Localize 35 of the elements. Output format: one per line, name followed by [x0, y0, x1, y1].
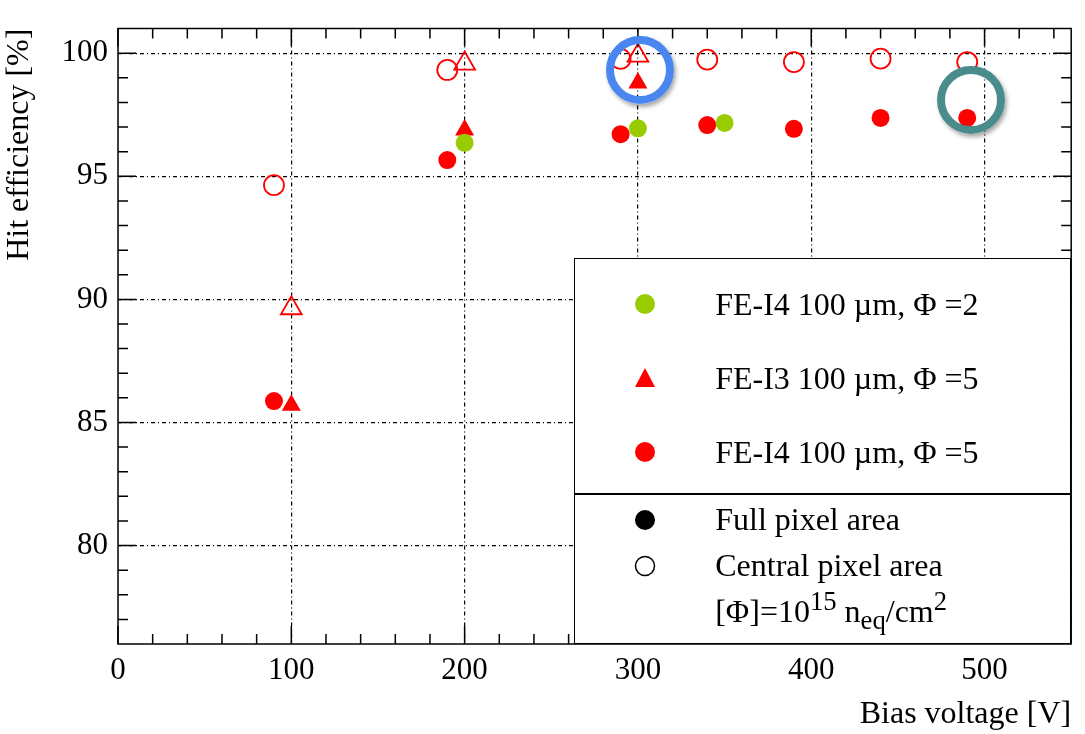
point: [958, 108, 977, 127]
annotation: Full pixel area: [715, 501, 901, 538]
point: [611, 125, 630, 144]
legend-label: FE-I4 100 µm, Φ =2: [715, 285, 979, 323]
point: [783, 51, 805, 73]
point: [264, 392, 283, 411]
point: [696, 48, 719, 71]
x-tick-label: 400: [787, 650, 835, 686]
legend-label: FE-I3 100 µm, Φ =5: [715, 359, 979, 397]
y-tick-label: 100: [61, 33, 108, 69]
y-axis-title: Hit efficiency [%]: [0, 28, 35, 261]
annotation: Central pixel area: [715, 547, 943, 584]
point: [871, 108, 890, 127]
annotation: [Φ]=10$^{15}$ n$_{eq}$/cm$^{2}$: [715, 586, 948, 637]
point: [628, 119, 647, 138]
point: [715, 113, 734, 132]
legend-label: FE-I4 100 µm, Φ =5: [715, 433, 979, 471]
y-tick-label: 80: [77, 525, 108, 561]
x-tick-label: 200: [441, 650, 488, 686]
point: [438, 151, 457, 170]
point: [436, 59, 459, 81]
x-tick-label: 100: [268, 650, 315, 686]
x-tick-label: 300: [614, 650, 662, 686]
x-axis-title: Bias voltage [V]: [859, 694, 1072, 731]
x-tick-label: 500: [961, 650, 1008, 686]
point: [263, 174, 285, 197]
point: [281, 394, 301, 411]
point: [455, 133, 474, 152]
y-tick-label: 90: [77, 279, 108, 315]
y-tick-label: 95: [77, 156, 108, 192]
point: [698, 116, 717, 135]
point: [784, 119, 803, 138]
x-tick-label: 0: [110, 650, 126, 686]
point: [869, 47, 892, 70]
y-tick-label: 85: [77, 402, 108, 438]
